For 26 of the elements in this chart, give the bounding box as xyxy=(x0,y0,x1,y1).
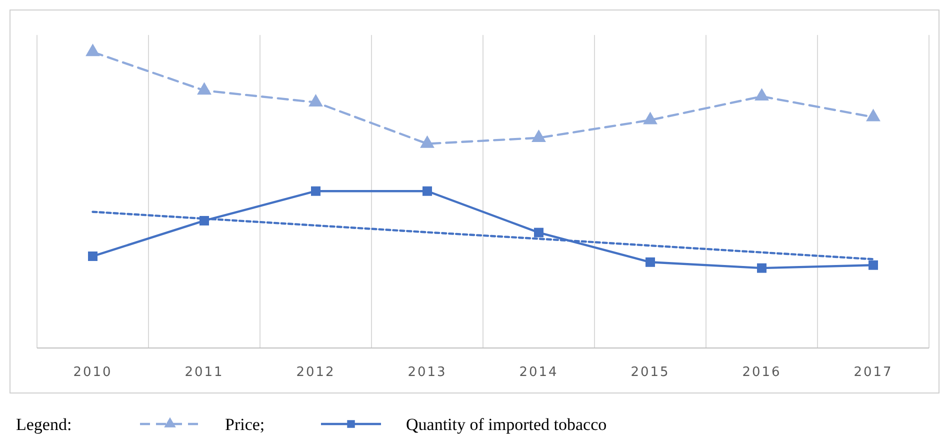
point xyxy=(420,135,434,148)
x-tick-label: 2016 xyxy=(742,365,782,380)
point xyxy=(532,130,546,142)
x-tick-label: 2012 xyxy=(296,365,336,380)
x-tick-label: 2014 xyxy=(519,365,558,380)
point xyxy=(88,251,98,261)
point xyxy=(646,257,655,267)
x-tick-label: 2015 xyxy=(630,365,670,380)
x-tick-label: 2017 xyxy=(854,365,893,380)
point xyxy=(754,88,769,101)
x-tick-label: 2010 xyxy=(73,365,112,380)
point xyxy=(757,263,766,273)
legend-title: Legend: xyxy=(16,415,72,434)
point xyxy=(197,82,212,95)
legend-label: Price; xyxy=(225,415,265,434)
point xyxy=(308,94,323,106)
legend-label: Quantity of imported tobacco xyxy=(406,415,607,434)
x-tick-label: 2011 xyxy=(184,365,224,380)
point xyxy=(422,186,432,196)
point xyxy=(866,108,880,122)
point xyxy=(534,228,544,238)
x-tick-label: 2013 xyxy=(408,365,447,380)
point xyxy=(868,260,878,270)
point xyxy=(86,44,100,56)
point xyxy=(643,112,658,124)
point xyxy=(311,186,320,196)
